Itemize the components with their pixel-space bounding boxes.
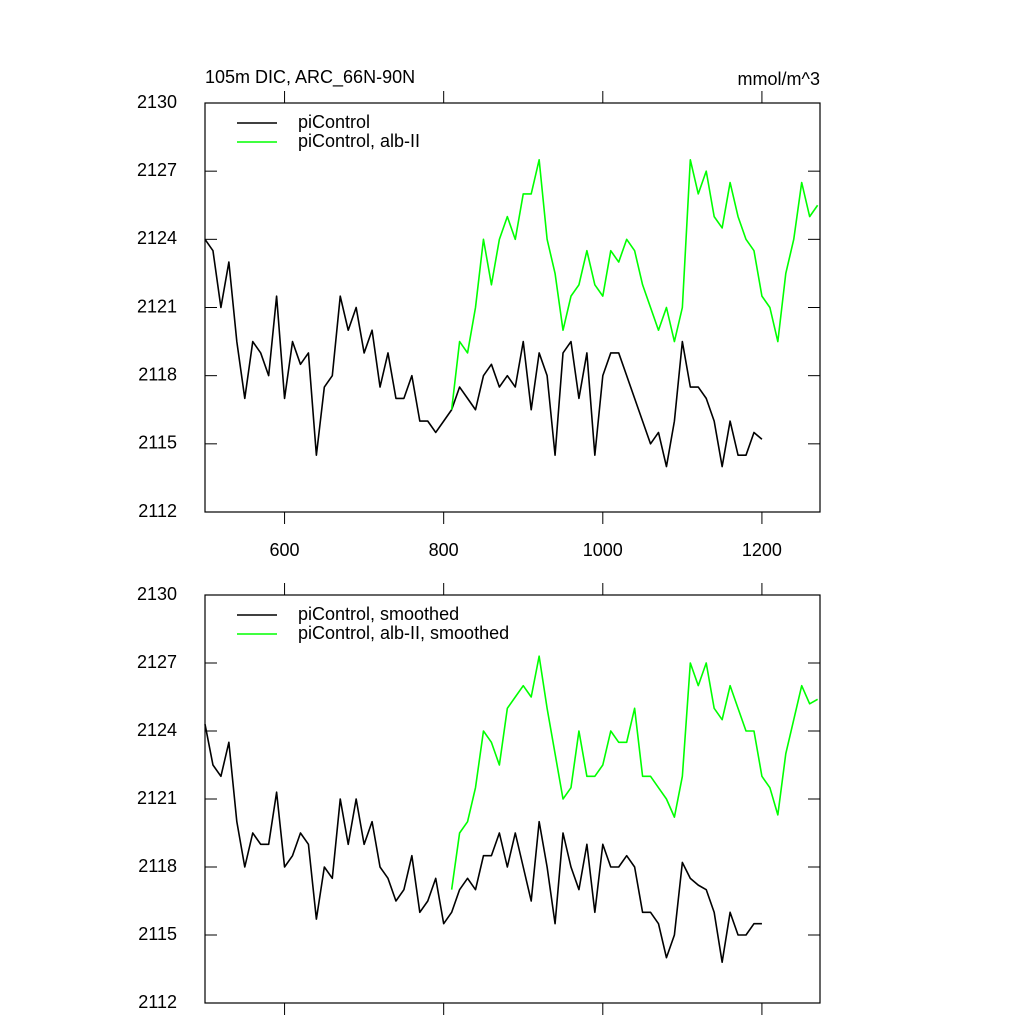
y-tick-label: 2124 xyxy=(137,720,177,740)
plot-frame xyxy=(204,102,821,513)
y-tick-label: 2121 xyxy=(137,296,177,316)
y-tick-label: 2121 xyxy=(137,788,177,808)
chart-title: 105m DIC, ARC_66N-90N xyxy=(205,67,415,88)
x-tick-label: 800 xyxy=(429,540,459,560)
legend-label: piControl, smoothed xyxy=(298,604,459,624)
y-tick-label: 2118 xyxy=(138,856,177,876)
plot-frame xyxy=(204,594,821,1004)
y-tick-label: 2124 xyxy=(137,228,177,248)
y-tick-label: 2115 xyxy=(138,924,177,944)
x-tick-label: 1200 xyxy=(742,540,782,560)
y-tick-label: 2127 xyxy=(137,160,177,180)
legend-label: piControl, alb-II, smoothed xyxy=(298,623,509,643)
x-tick-label: 1000 xyxy=(583,540,623,560)
legend-label: piControl xyxy=(298,112,370,132)
y-tick-label: 2118 xyxy=(138,364,177,384)
y-tick-label: 2130 xyxy=(137,584,177,604)
data-line xyxy=(204,238,763,468)
y-tick-label: 2112 xyxy=(138,501,177,521)
y-tick-label: 2127 xyxy=(137,652,177,672)
data-line xyxy=(450,655,819,890)
data-line xyxy=(204,724,762,963)
y-tick-label: 2115 xyxy=(138,433,177,453)
x-tick-label: 600 xyxy=(270,540,300,560)
legend-label: piControl, alb-II xyxy=(298,131,420,151)
y-tick-label: 2130 xyxy=(137,92,177,112)
units-label: mmol/m^3 xyxy=(738,69,820,89)
y-tick-label: 2112 xyxy=(138,992,177,1012)
data-line xyxy=(450,159,819,410)
